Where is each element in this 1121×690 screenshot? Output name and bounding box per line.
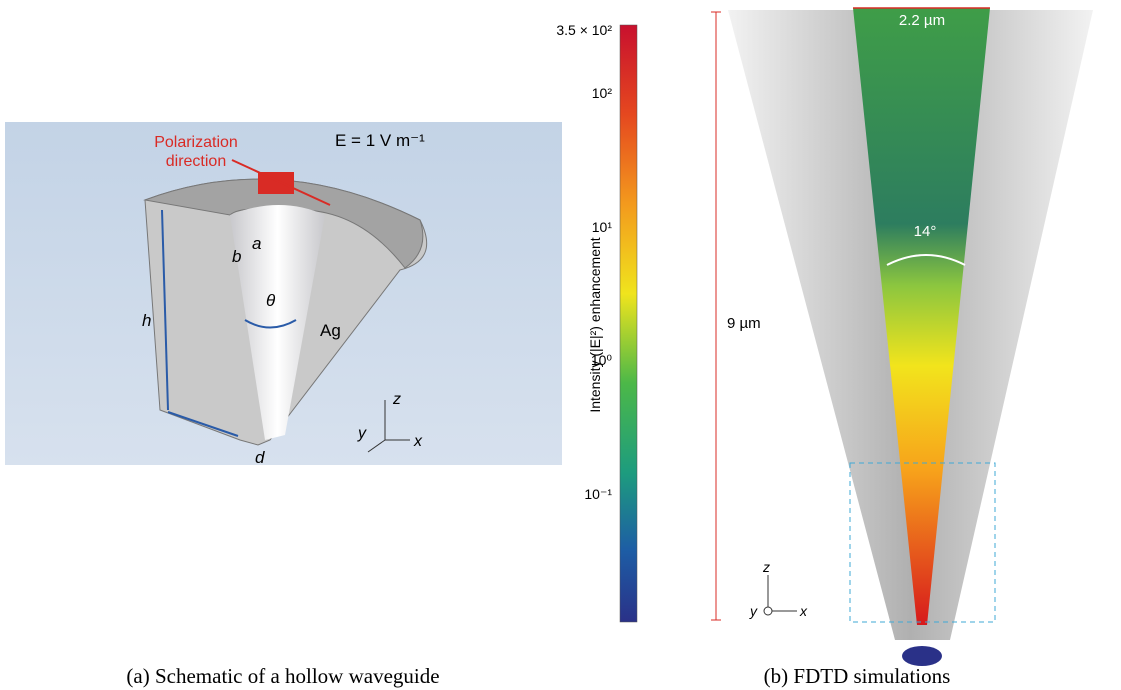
field-map: [853, 8, 990, 625]
label: Polarization: [154, 134, 238, 151]
label: z: [762, 559, 770, 575]
label: a: [252, 234, 261, 253]
colorbar-tick-label: 10¹: [592, 219, 613, 235]
label: θ: [266, 291, 276, 310]
label: y: [357, 425, 367, 442]
source: [258, 172, 294, 194]
label: 14°: [914, 223, 937, 240]
dim-line: [161, 209, 169, 411]
colorbar-tick-label: 10⁻¹: [584, 486, 612, 502]
label: 2.2 µm: [899, 12, 945, 29]
colorbar-label: Intensity (|E|²) enhancement: [587, 237, 603, 412]
output-spot: [902, 646, 942, 666]
label: z: [392, 391, 401, 408]
label: E = 1 V m⁻¹: [335, 131, 425, 150]
label: b: [232, 247, 241, 266]
zoom-box: [849, 462, 996, 623]
label: x: [413, 433, 423, 450]
label: Ag: [320, 321, 341, 340]
label: direction: [166, 153, 226, 170]
label: x: [799, 603, 808, 619]
polarization-arrow: [231, 159, 331, 206]
label: 9 µm: [727, 315, 761, 332]
label: h: [142, 311, 151, 330]
hollow-core: [230, 205, 325, 440]
dim-line: [167, 411, 239, 437]
label: d: [255, 448, 265, 467]
colorbar-tick-label: 10²: [592, 85, 613, 101]
colorbar-tick-label: 10⁰: [591, 352, 613, 368]
caption: (a) Schematic of a hollow waveguide: [126, 664, 439, 688]
axis: [367, 439, 386, 453]
angle-arc: [244, 319, 297, 329]
angle-arc: [886, 254, 966, 266]
caption: (b) FDTD simulations: [764, 664, 951, 688]
axis-origin: [763, 606, 773, 616]
colorbar-tick-label: 3.5 × 10²: [556, 22, 612, 38]
label: y: [749, 603, 758, 619]
colorbar: [619, 24, 638, 623]
